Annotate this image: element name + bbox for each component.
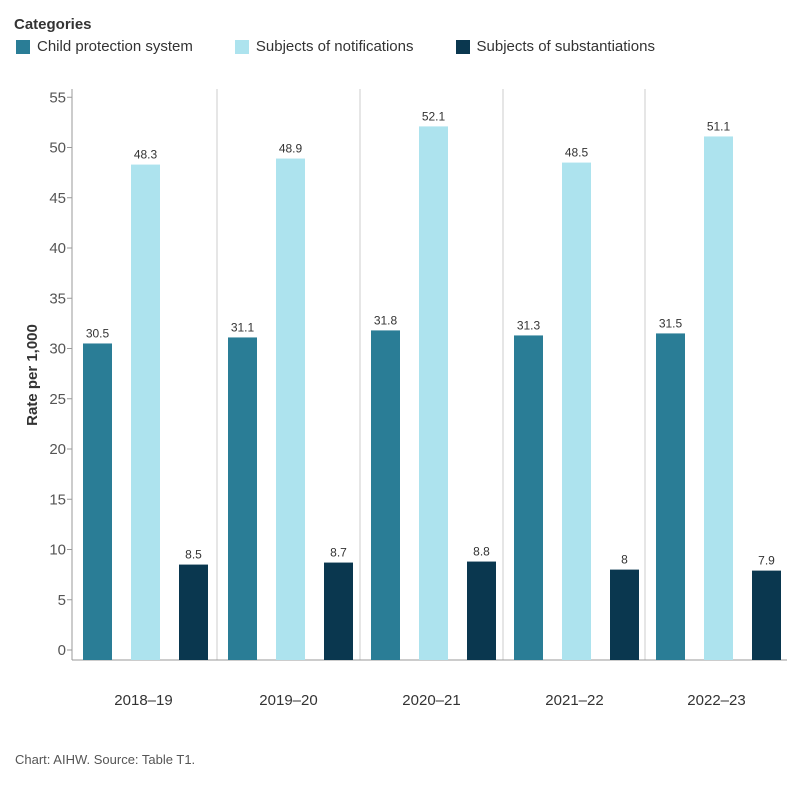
x-category-label: 2020–21 bbox=[402, 692, 460, 709]
bar-data-label: 31.1 bbox=[231, 320, 255, 334]
bar bbox=[179, 564, 208, 660]
legend: Child protection system Subjects of noti… bbox=[16, 38, 697, 55]
bar-data-label: 30.5 bbox=[86, 326, 110, 340]
legend-swatch bbox=[455, 39, 470, 54]
x-category-label: 2018–19 bbox=[114, 692, 172, 709]
bar bbox=[131, 164, 160, 660]
bar-data-label: 48.5 bbox=[565, 146, 589, 160]
y-tick-label: 30 bbox=[49, 341, 66, 358]
bar-data-label: 52.1 bbox=[422, 109, 446, 123]
legend-item-notifications[interactable]: Subjects of notifications bbox=[234, 38, 414, 55]
x-category-label: 2021–22 bbox=[545, 692, 603, 709]
y-tick-label: 20 bbox=[49, 441, 66, 458]
bar bbox=[752, 570, 781, 660]
y-tick-label: 25 bbox=[49, 391, 66, 408]
legend-item-substantiations[interactable]: Subjects of substantiations bbox=[455, 38, 655, 55]
bar bbox=[562, 162, 591, 660]
legend-swatch bbox=[16, 39, 30, 54]
bar bbox=[656, 333, 685, 660]
x-category-label: 2022–23 bbox=[687, 692, 745, 709]
bar-data-label: 7.9 bbox=[758, 554, 775, 568]
bar-data-label: 48.3 bbox=[134, 148, 158, 162]
bar bbox=[228, 337, 257, 660]
bar-data-label: 31.8 bbox=[374, 313, 398, 327]
legend-label: Subjects of notifications bbox=[255, 38, 414, 55]
bar bbox=[324, 562, 353, 660]
chart-source-note: Chart: AIHW. Source: Table T1. bbox=[15, 752, 196, 767]
bar-data-label: 51.1 bbox=[707, 119, 731, 133]
bar-data-label: 31.5 bbox=[659, 316, 683, 330]
y-tick-label: 10 bbox=[49, 542, 66, 559]
x-category-label: 2019–20 bbox=[259, 692, 317, 709]
bar bbox=[514, 335, 543, 660]
legend-item-child-protection[interactable]: Child protection system bbox=[16, 38, 193, 55]
legend-label: Subjects of substantiations bbox=[476, 38, 655, 55]
y-tick-label: 45 bbox=[49, 190, 66, 207]
legend-swatch bbox=[234, 39, 249, 54]
bar-data-label: 31.3 bbox=[517, 318, 541, 332]
y-tick-label: 40 bbox=[49, 240, 66, 257]
y-tick-label: 0 bbox=[58, 642, 66, 659]
bar bbox=[371, 330, 400, 660]
bar bbox=[419, 126, 448, 660]
bar-data-label: 8.8 bbox=[473, 545, 490, 559]
bar-data-label: 8.7 bbox=[330, 546, 347, 560]
y-axis-title: Rate per 1,000 bbox=[24, 324, 41, 426]
y-tick-label: 5 bbox=[58, 592, 66, 609]
bar bbox=[467, 561, 496, 660]
bar-data-label: 8 bbox=[621, 553, 628, 567]
legend-title: Categories bbox=[14, 16, 92, 33]
bar bbox=[83, 343, 112, 660]
bar bbox=[610, 569, 639, 660]
bar bbox=[704, 136, 733, 660]
bar bbox=[276, 158, 305, 660]
bar-data-label: 48.9 bbox=[279, 142, 303, 156]
y-tick-label: 50 bbox=[49, 140, 66, 157]
y-tick-label: 55 bbox=[49, 89, 66, 106]
y-tick-label: 35 bbox=[49, 290, 66, 307]
legend-label: Child protection system bbox=[37, 38, 193, 55]
y-tick-label: 15 bbox=[49, 491, 66, 508]
bar-data-label: 8.5 bbox=[185, 548, 202, 562]
